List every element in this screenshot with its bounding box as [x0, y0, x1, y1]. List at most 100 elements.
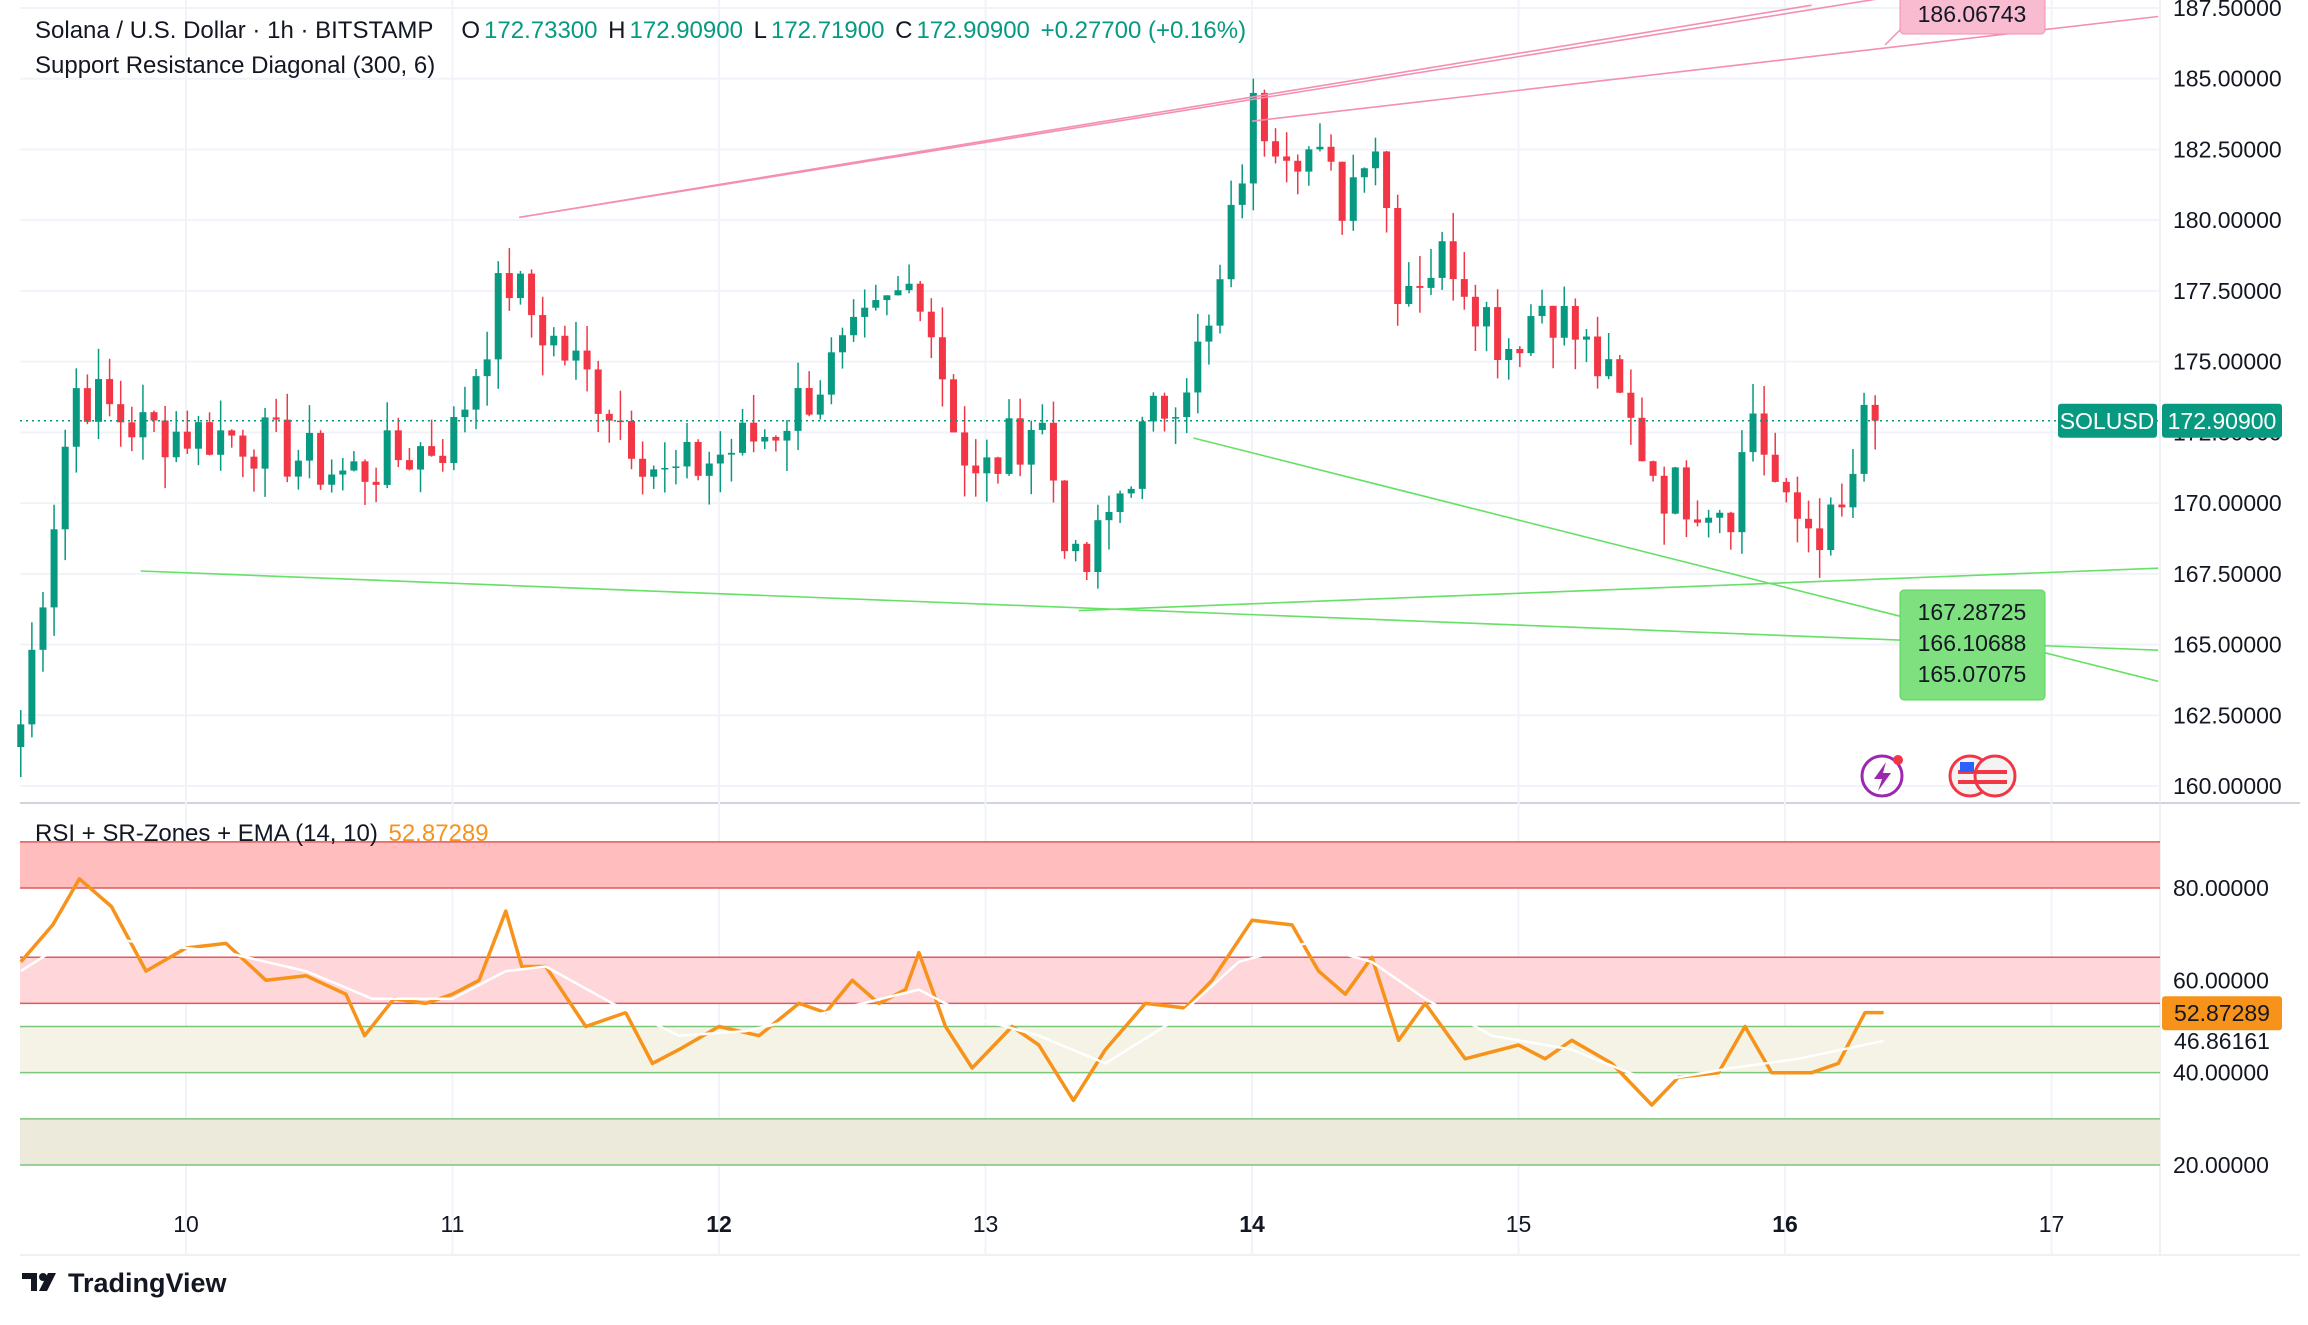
candle-body — [1394, 208, 1402, 304]
rsi-zone — [20, 1118, 2160, 1165]
support-line — [1078, 567, 2159, 612]
support-badge-value: 167.28725 — [1918, 599, 2027, 625]
candle-body — [1449, 241, 1457, 280]
candle-body — [916, 283, 924, 312]
x-tick-label-10: 10 — [173, 1211, 199, 1237]
candle-body — [183, 431, 191, 449]
tradingview-label: TradingView — [68, 1268, 227, 1298]
rsi-legend-value: 52.87289 — [388, 820, 489, 847]
candle-body — [1016, 418, 1024, 465]
rsi-value-tag — [2162, 996, 2282, 1031]
candle-body — [1627, 392, 1635, 418]
candle-body — [739, 422, 747, 453]
candle-body — [827, 352, 835, 395]
y-tick-label: 177.50000 — [2173, 278, 2282, 304]
candle-body — [39, 607, 47, 650]
candle-body — [1771, 454, 1779, 482]
notification-dot-icon — [1893, 755, 1903, 765]
rsi-legend[interactable]: RSI + SR-Zones + EMA (14, 10) 52.87289 — [35, 820, 493, 848]
candle-body — [528, 273, 536, 316]
candle-body — [94, 379, 102, 422]
indicator-legend[interactable]: Support Resistance Diagonal (300, 6) — [35, 52, 439, 80]
candle-body — [17, 724, 25, 747]
candle-body — [1671, 467, 1679, 514]
candle-body — [1760, 413, 1768, 455]
rsi-value-tag-text: 52.87289 — [2174, 1000, 2270, 1026]
open-value: 172.73300 — [484, 17, 598, 44]
candle-body — [1660, 475, 1668, 514]
candle-body — [294, 460, 302, 477]
candle-body — [1227, 204, 1235, 280]
candle-body — [1505, 348, 1513, 361]
candle-body — [694, 441, 702, 476]
candle-body — [1805, 518, 1813, 529]
candle-body — [250, 456, 258, 469]
rsi-tick-label: 40.00000 — [2173, 1060, 2269, 1086]
last-price-tag — [2162, 403, 2282, 438]
candle-body — [1327, 146, 1335, 162]
tradingview-logo[interactable]: TradingView — [22, 1268, 227, 1300]
candle-body — [1405, 285, 1413, 304]
candle-body — [516, 273, 524, 299]
candle-body — [72, 388, 80, 447]
symbol-title[interactable]: Solana / U.S. Dollar · 1h · BITSTAMP — [35, 17, 434, 44]
candle-body — [1338, 161, 1346, 221]
candle-body — [139, 412, 147, 438]
candle-body — [228, 430, 236, 436]
candle-body — [1061, 480, 1069, 552]
support-line — [140, 570, 2159, 652]
candle-body — [1782, 481, 1790, 493]
candle-body — [106, 379, 114, 405]
candle-body — [1194, 341, 1202, 393]
rsi-tick-label: 60.00000 — [2173, 967, 2269, 993]
candle-body — [361, 461, 369, 482]
candle-body — [772, 436, 780, 441]
candle-body — [428, 446, 436, 456]
candle-body — [1860, 404, 1868, 474]
candle-body — [172, 431, 180, 458]
candle-body — [272, 417, 280, 420]
candle-body — [1516, 348, 1524, 354]
rsi-zone — [20, 841, 2160, 888]
candle-body — [1605, 359, 1613, 377]
candle-body — [1538, 305, 1546, 317]
candle-body — [1560, 305, 1568, 338]
candle-body — [1494, 307, 1502, 361]
candle-body — [550, 335, 558, 346]
open-label: O — [461, 17, 481, 44]
candle-body — [883, 295, 891, 301]
x-tick-label-17: 17 — [2039, 1211, 2065, 1237]
candle-body — [716, 454, 724, 464]
candle-body — [1216, 279, 1224, 326]
candle-body — [1616, 359, 1624, 393]
y-tick-label: 187.50000 — [2173, 0, 2282, 21]
candle-body — [838, 335, 846, 353]
change-value: +0.27700 (+0.16%) — [1040, 17, 1247, 44]
candle-body — [217, 430, 225, 455]
candle-body — [450, 417, 458, 463]
ema-value-text: 46.86161 — [2174, 1028, 2270, 1054]
candle-body — [1460, 279, 1468, 297]
rsi-ema-line — [20, 932, 1884, 1084]
candle-body — [206, 422, 214, 455]
us-flag-icon-2 — [1973, 754, 2017, 798]
lightning-icon — [1860, 754, 1904, 798]
candle-body — [328, 474, 336, 485]
rsi-zone — [20, 957, 2160, 1004]
candle-body — [1160, 395, 1168, 419]
candle-body — [317, 432, 325, 485]
candle-body — [1594, 336, 1602, 377]
candle-body — [1149, 395, 1157, 422]
resistance-badge-value: 186.06743 — [1918, 1, 2027, 27]
candle-body — [594, 369, 602, 414]
candle-body — [28, 649, 36, 725]
candle-body — [539, 315, 547, 346]
high-label: H — [608, 17, 626, 44]
candle-body — [661, 467, 669, 470]
rsi-zone — [20, 1026, 2160, 1073]
low-label: L — [753, 17, 767, 44]
candle-body — [1049, 422, 1057, 481]
candle-body — [672, 466, 680, 468]
candle-body — [794, 387, 802, 431]
